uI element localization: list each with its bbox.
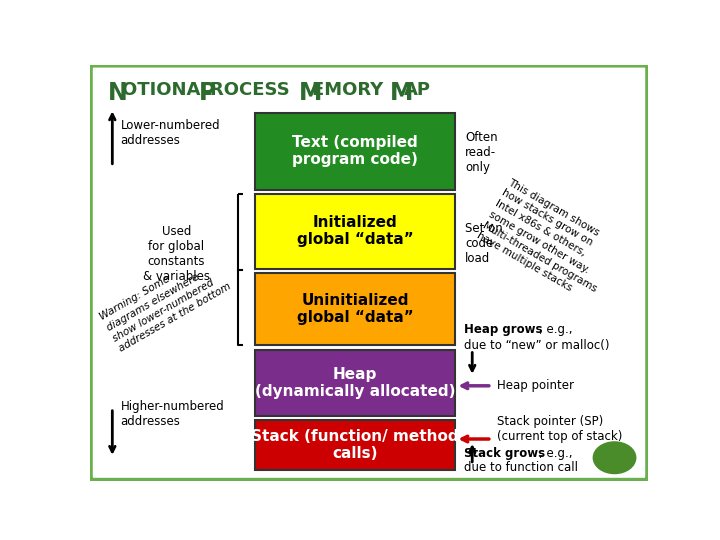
Text: Lower-numbered
addresses: Lower-numbered addresses [121,119,220,147]
Text: Heap grows: Heap grows [464,322,542,335]
Text: Often
read-
only: Often read- only [465,131,498,174]
Text: EMORY: EMORY [312,80,396,99]
Text: Stack (function/ method
calls): Stack (function/ method calls) [251,429,459,462]
Text: M: M [390,80,413,105]
Text: Text (compiled
program code): Text (compiled program code) [292,135,418,167]
Text: Initialized
global “data”: Initialized global “data” [297,215,413,247]
FancyBboxPatch shape [255,420,456,470]
Text: Stack pointer (SP)
(current top of stack): Stack pointer (SP) (current top of stack… [498,415,623,443]
Text: , e.g.,: , e.g., [539,447,572,460]
FancyBboxPatch shape [255,349,456,416]
Text: Heap
(dynamically allocated): Heap (dynamically allocated) [255,367,455,399]
FancyBboxPatch shape [255,113,456,190]
Text: OTIONAL: OTIONAL [122,80,225,99]
Circle shape [593,442,636,474]
Text: Used
for global
constants
& variables: Used for global constants & variables [143,225,210,283]
Text: Heap pointer: Heap pointer [498,379,575,392]
Text: P: P [199,80,216,105]
Text: M: M [300,80,323,105]
Text: Uninitialized
global “data”: Uninitialized global “data” [297,293,413,325]
Text: Warning: Some
diagrams elsewhere
show lower-numbered
addresses at the bottom: Warning: Some diagrams elsewhere show lo… [99,249,233,354]
Text: Stack grows: Stack grows [464,447,545,460]
Text: N: N [108,80,127,105]
Text: Higher-numbered
addresses: Higher-numbered addresses [121,400,225,428]
Text: This diagram shows
how stacks grow on
Intel x86s & others,
some grow other way.
: This diagram shows how stacks grow on In… [475,177,624,305]
Text: Set on
code
load: Set on code load [465,222,503,265]
Text: due to function call: due to function call [464,461,578,474]
Text: ROCESS: ROCESS [210,80,302,99]
Text: due to “new” or malloc(): due to “new” or malloc() [464,339,609,352]
FancyBboxPatch shape [255,194,456,268]
Text: AP: AP [404,80,431,99]
FancyBboxPatch shape [90,65,648,481]
FancyBboxPatch shape [255,273,456,346]
Text: , e.g.,: , e.g., [539,322,572,335]
